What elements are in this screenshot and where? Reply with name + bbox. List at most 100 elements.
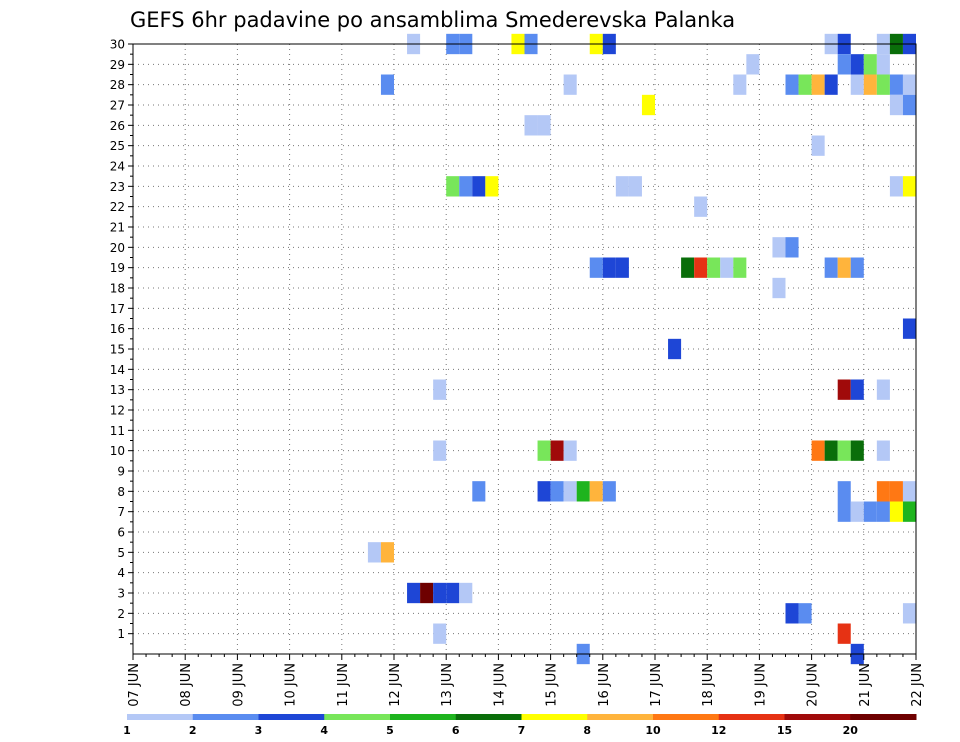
x-tick-label: 14 JUN [492,663,507,707]
heatmap-cell [902,603,916,624]
heatmap-cell [837,54,851,75]
heatmap-cell [876,379,890,400]
heatmap-cell [433,379,447,400]
y-tick-label: 29 [110,58,125,72]
heatmap-cell [889,176,903,197]
y-tick-label: 27 [110,99,125,113]
heatmap-cell [863,501,877,522]
heatmap-cell [550,481,564,502]
heatmap-cell [902,501,916,522]
heatmap-cell [902,318,916,339]
y-tick-label: 30 [110,38,125,52]
y-tick-label: 1 [117,627,125,641]
heatmap-cell [902,94,916,116]
heatmap-cell [850,74,864,95]
x-tick-label: 16 JUN [597,663,612,707]
heatmap-cell [446,582,460,604]
chart-title: GEFS 6hr padavine po ansamblima Smederev… [130,8,735,32]
heatmap-cell [746,54,760,75]
y-tick-label: 14 [110,363,125,377]
heatmap-cell [889,74,903,95]
y-tick-label: 6 [117,526,125,540]
heatmap-cell [876,501,890,522]
legend-swatch [587,714,654,720]
heatmap-cell [380,74,394,95]
heatmap-cell [837,501,851,522]
y-tick-label: 22 [110,200,125,214]
legend-swatch [390,714,457,720]
legend-label: 5 [386,724,394,737]
heatmap-cell [876,74,890,95]
legend-swatch [192,714,259,720]
heatmap-cell [850,379,864,400]
heatmap-cell [837,440,851,461]
legend-label: 7 [518,724,526,737]
y-tick-label: 2 [117,607,125,621]
heatmap-cell [850,54,864,75]
y-tick-label: 25 [110,139,125,153]
legend-label: 2 [189,724,197,737]
y-tick-label: 12 [110,404,125,418]
heatmap-cell [472,176,486,197]
heatmap-cell [837,623,851,644]
x-tick-label: 11 JUN [336,663,351,707]
legend-label: 10 [645,724,661,737]
y-tick-label: 24 [110,160,125,174]
y-tick-label: 20 [110,241,125,255]
heatmap-cell [537,440,551,461]
heatmap-cell [615,257,629,278]
legend-label: 3 [255,724,263,737]
heatmap-cell [380,542,394,563]
y-tick-label: 4 [117,566,125,580]
heatmap-cell [837,379,851,400]
heatmap-cell [589,481,603,502]
heatmap-cell [733,257,747,278]
x-axis: 07 JUN 08 JUN 09 JUN 10 JUN 11 JUN 12 JUN 13 J… [127,654,925,707]
y-tick-label: 23 [110,180,125,194]
legend-swatch [521,714,588,720]
x-tick-label: 10 JUN [284,663,299,707]
x-tick-label: 19 JUN [753,663,768,707]
heatmap-cell [615,176,629,197]
legend-label: 20 [843,724,859,737]
heatmap-cell [694,196,708,217]
color-legend: 1 2 3 4 5 6 7 8 10 12 15 20 [123,714,917,737]
heatmap-cell [576,481,590,502]
heatmap-cell [641,94,655,116]
heatmap-cell [902,176,916,197]
heatmap-cell [446,176,460,197]
y-tick-label: 8 [117,485,125,499]
heatmap-cell [798,74,812,95]
legend-swatch [850,714,917,720]
heatmap-cell [811,135,825,156]
legend-label: 15 [777,724,792,737]
x-tick-label: 18 JUN [701,663,716,707]
heatmap-cell [550,440,564,461]
legend-swatch [784,714,851,720]
y-tick-label: 5 [117,546,125,560]
x-tick-label: 15 JUN [545,663,560,707]
heatmap-cell [563,481,577,502]
legend-label: 4 [320,724,328,737]
heatmap-cells [367,33,916,665]
heatmap-cell [902,74,916,95]
x-tick-label: 22 JUN [910,663,925,707]
heatmap-cell [524,115,538,136]
heatmap-cell [889,501,903,522]
heatmap-cell [772,277,786,299]
x-tick-label: 21 JUN [858,663,873,707]
heatmap-cell [811,74,825,95]
heatmap-cell [889,94,903,116]
x-tick-label: 17 JUN [649,663,664,707]
heatmap-cell [707,257,721,278]
heatmap-cell [681,257,695,278]
legend-label: 6 [452,724,460,737]
legend-swatch [653,714,720,720]
heatmap-cell [798,603,812,624]
y-tick-label: 16 [110,322,125,336]
heatmap-cell [433,623,447,644]
y-tick-label: 3 [117,587,125,601]
heatmap-cell [850,501,864,522]
y-tick-label: 26 [110,119,125,133]
heatmap-cell [876,54,890,75]
